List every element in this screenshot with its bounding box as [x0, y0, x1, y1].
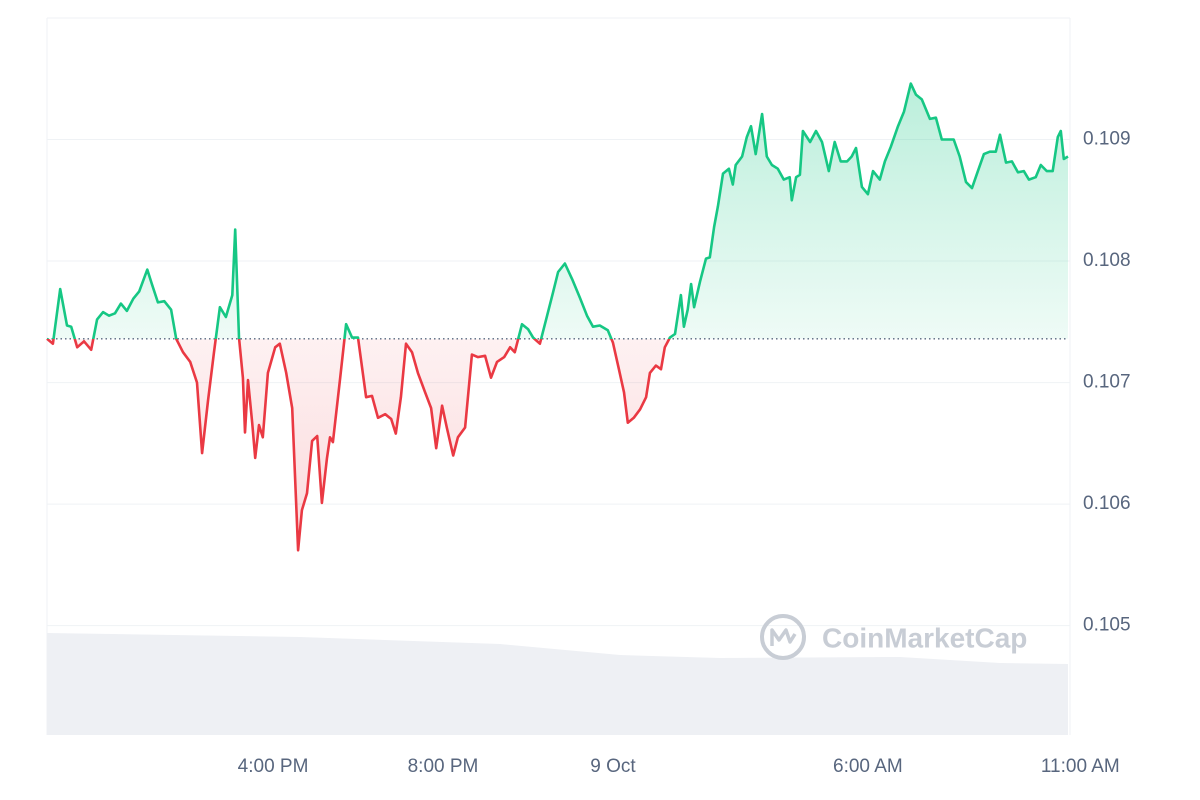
grid — [47, 139, 1070, 627]
y-tick-label: 0.108 — [1083, 250, 1131, 271]
watermark-logo — [760, 614, 806, 660]
y-tick-label: 0.107 — [1083, 372, 1131, 393]
x-tick-label: 4:00 PM — [238, 756, 309, 777]
price-area — [47, 83, 1068, 551]
plot-frame — [46, 17, 1071, 735]
watermark: CoinMarketCap — [760, 614, 1027, 660]
watermark-text: CoinMarketCap — [822, 622, 1027, 653]
volume-area — [47, 633, 1068, 735]
x-tick-label: 8:00 PM — [408, 756, 479, 777]
x-tick-label: 11:00 AM — [1041, 756, 1120, 777]
x-tick-label: 9 Oct — [590, 756, 636, 777]
y-tick-label: 0.109 — [1083, 129, 1131, 150]
price-line — [46, 82, 1069, 552]
x-tick-label: 6:00 AM — [833, 756, 903, 777]
y-tick-label: 0.106 — [1083, 493, 1131, 514]
watermark-logo-mark — [770, 628, 797, 646]
y-tick-label: 0.105 — [1083, 615, 1131, 636]
